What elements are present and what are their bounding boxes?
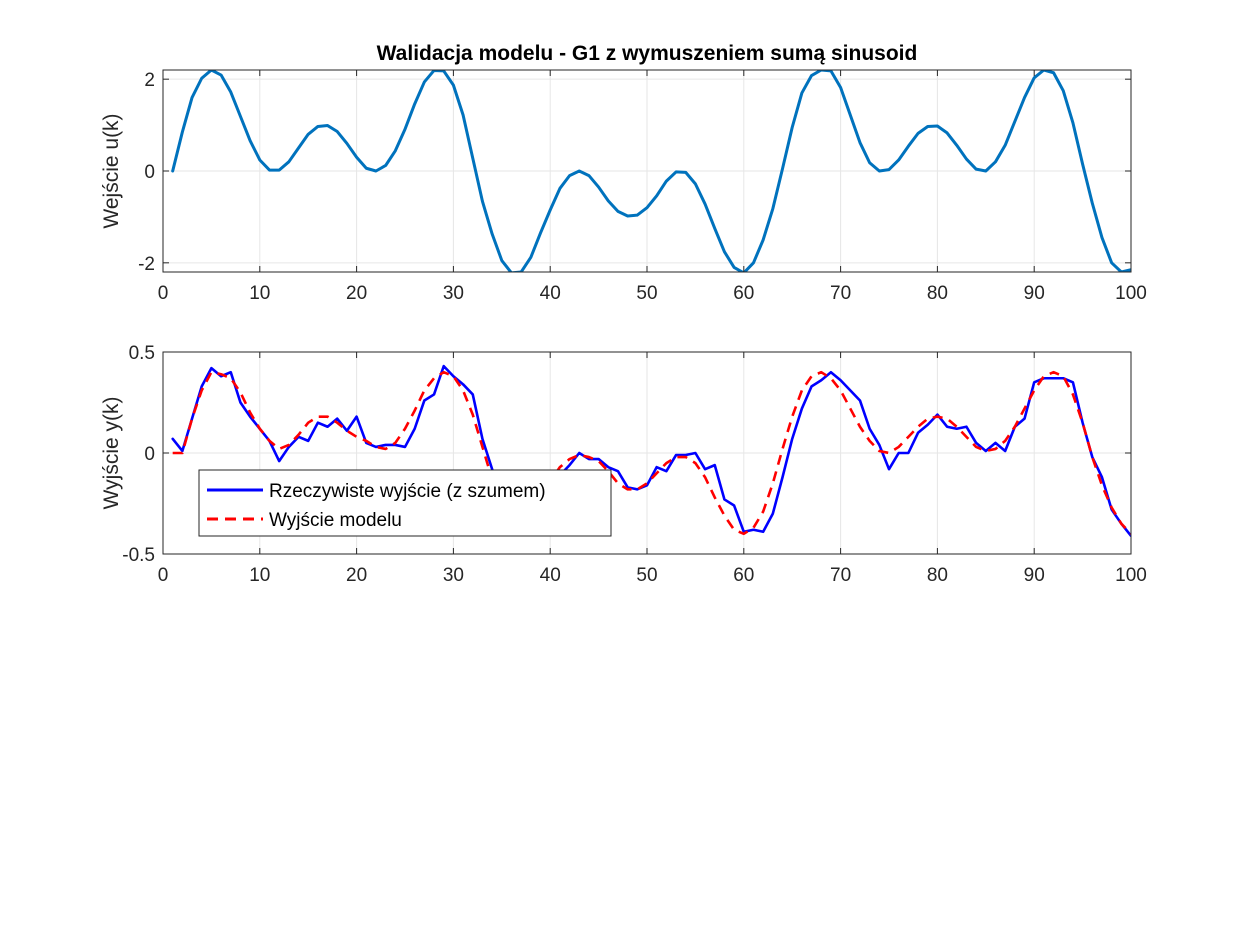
x-tick-label: 80 — [927, 565, 948, 586]
legend-label-model-output: Wyjście modelu — [269, 510, 402, 531]
x-tick-label: 100 — [1115, 565, 1147, 586]
y-tick-label: 0 — [144, 162, 155, 183]
model-output-series-line — [172, 370, 1131, 536]
x-tick-label: 50 — [636, 565, 657, 586]
x-tick-label: 20 — [346, 283, 367, 304]
y-tick-label: -2 — [138, 254, 155, 275]
x-tick-label: 70 — [830, 565, 851, 586]
x-tick-label: 90 — [1024, 283, 1045, 304]
x-tick-label: 30 — [443, 283, 464, 304]
output-series-layer — [171, 364, 1131, 538]
x-tick-label: 60 — [733, 283, 754, 304]
chart-title: Walidacja modelu - G1 z wymuszeniem sumą… — [377, 42, 918, 65]
x-tick-label: 90 — [1024, 565, 1045, 586]
x-tick-label: 0 — [158, 565, 169, 586]
x-tick-label: 40 — [540, 565, 561, 586]
y-tick-label: -0.5 — [122, 545, 155, 566]
legend-box — [198, 469, 612, 537]
input-tick-labels: 0 10 20 30 40 50 60 70 80 90 100-202 — [138, 70, 1147, 304]
x-tick-label: 50 — [636, 283, 657, 304]
x-tick-label: 0 — [158, 283, 169, 304]
x-tick-label: 40 — [540, 283, 561, 304]
x-tick-label: 70 — [830, 283, 851, 304]
y-tick-label: 0 — [144, 444, 155, 465]
x-tick-label: 80 — [927, 283, 948, 304]
output-subplot: 0 10 20 30 40 50 60 70 80 90 100-0.500.5 Wyjście y… — [100, 343, 1147, 586]
output-tick-labels: 0 10 20 30 40 50 60 70 80 90 100-0.500.5 — [122, 343, 1147, 586]
x-tick-label: 30 — [443, 565, 464, 586]
input-y-axis-label: Wejście u(k) — [100, 113, 123, 228]
real-output-series-line — [171, 364, 1131, 538]
output-y-axis-label: Wyjście y(k) — [100, 397, 123, 510]
x-tick-label: 10 — [249, 565, 270, 586]
x-tick-label: 60 — [733, 565, 754, 586]
x-tick-label: 20 — [346, 565, 367, 586]
legend-label-real-output: Rzeczywiste wyjście (z szumem) — [269, 481, 546, 502]
input-subplot: 0 10 20 30 40 50 60 70 80 90 100-202 Walidacja mod… — [100, 42, 1147, 304]
x-tick-label: 100 — [1115, 283, 1147, 304]
legend: Rzeczywiste wyjście (z szumem) Wyjście m… — [198, 469, 612, 537]
x-tick-label: 10 — [249, 283, 270, 304]
y-tick-label: 2 — [144, 70, 155, 91]
y-tick-label: 0.5 — [129, 343, 155, 364]
input-series-line — [171, 70, 1131, 272]
input-series-layer — [171, 70, 1131, 272]
